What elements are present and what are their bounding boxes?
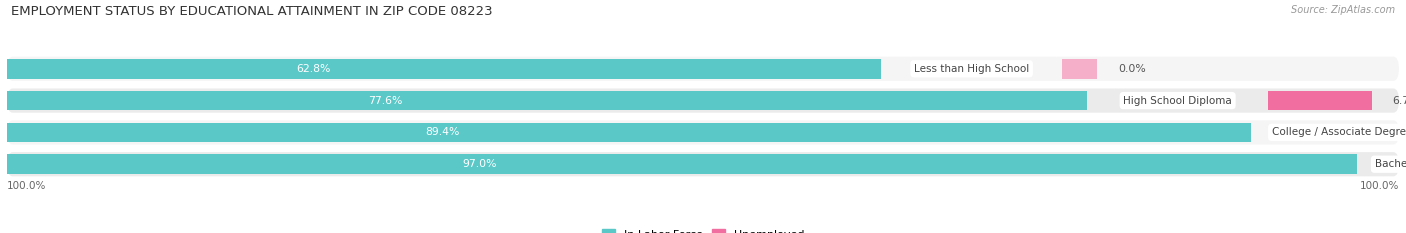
Text: 100.0%: 100.0% bbox=[1360, 181, 1399, 191]
Bar bbox=[7, 154, 1357, 174]
Bar bbox=[7, 123, 1251, 142]
Legend: In Labor Force, Unemployed: In Labor Force, Unemployed bbox=[598, 225, 808, 233]
FancyBboxPatch shape bbox=[7, 89, 1399, 113]
Text: Bachelor's Degree or higher: Bachelor's Degree or higher bbox=[1375, 159, 1406, 169]
Text: 77.6%: 77.6% bbox=[368, 96, 402, 106]
FancyBboxPatch shape bbox=[7, 152, 1399, 176]
Text: 0.0%: 0.0% bbox=[1118, 64, 1146, 74]
Text: 89.4%: 89.4% bbox=[426, 127, 460, 137]
Text: 6.7%: 6.7% bbox=[1393, 96, 1406, 106]
Text: College / Associate Degree: College / Associate Degree bbox=[1271, 127, 1406, 137]
Text: 97.0%: 97.0% bbox=[463, 159, 496, 169]
Text: 62.8%: 62.8% bbox=[295, 64, 330, 74]
Bar bbox=[7, 59, 882, 79]
Text: Less than High School: Less than High School bbox=[914, 64, 1029, 74]
FancyBboxPatch shape bbox=[7, 57, 1399, 81]
Bar bbox=[1268, 91, 1372, 110]
Text: EMPLOYMENT STATUS BY EDUCATIONAL ATTAINMENT IN ZIP CODE 08223: EMPLOYMENT STATUS BY EDUCATIONAL ATTAINM… bbox=[11, 5, 494, 18]
Text: High School Diploma: High School Diploma bbox=[1123, 96, 1232, 106]
Bar bbox=[1062, 59, 1097, 79]
FancyBboxPatch shape bbox=[7, 120, 1399, 144]
Bar bbox=[7, 91, 1087, 110]
Text: Source: ZipAtlas.com: Source: ZipAtlas.com bbox=[1291, 5, 1395, 15]
Text: 100.0%: 100.0% bbox=[7, 181, 46, 191]
